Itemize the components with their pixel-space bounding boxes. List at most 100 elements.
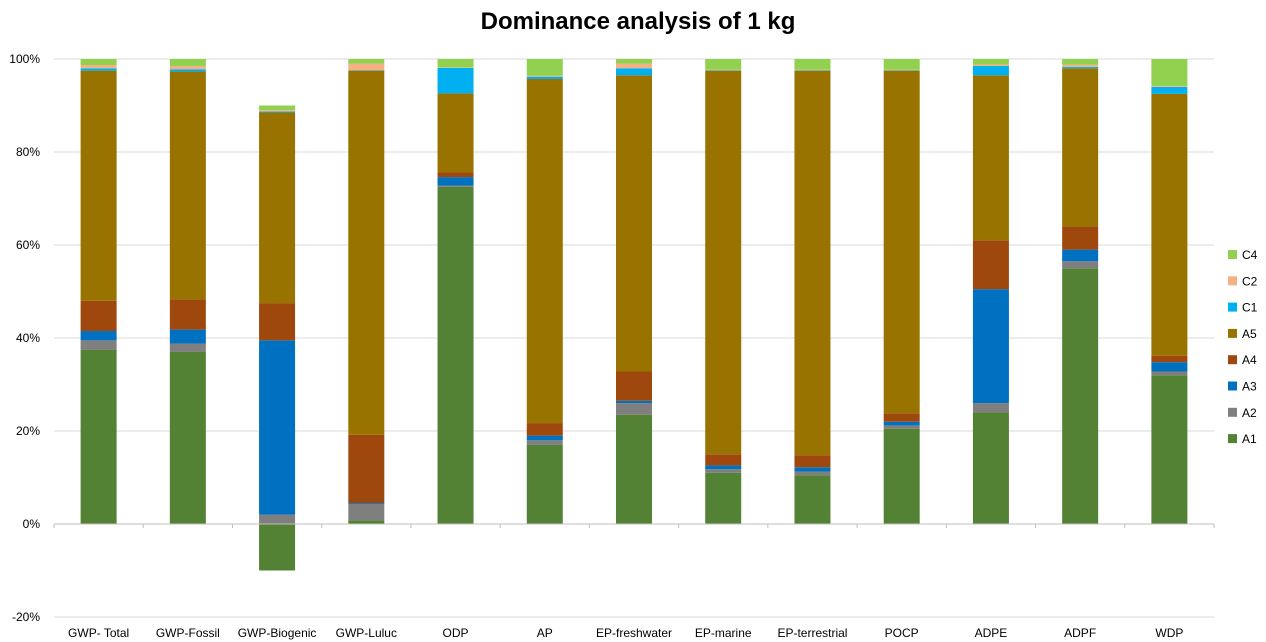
bar-segment-a5 bbox=[437, 93, 474, 173]
bar-segment-c4 bbox=[80, 59, 117, 66]
bar-segment-a3 bbox=[348, 503, 385, 505]
bar-segment-a1 bbox=[1062, 268, 1099, 524]
bar-segment-a2 bbox=[526, 440, 563, 445]
bars bbox=[80, 59, 1188, 571]
bar-segment-a5 bbox=[1151, 93, 1188, 356]
bar-segment-c1 bbox=[80, 68, 117, 71]
bar-segment-c4 bbox=[1151, 59, 1188, 86]
bar-segment-a2 bbox=[972, 403, 1009, 413]
bar-segment-c1 bbox=[437, 67, 474, 94]
bar-segment-a3 bbox=[526, 435, 563, 441]
legend: C4 C2 C1 A5 A4 A3 A2 A1 bbox=[1228, 248, 1258, 446]
bar-segment-a3 bbox=[1062, 249, 1099, 262]
x-tick-label: WDP bbox=[1155, 626, 1183, 640]
bar-segment-c4 bbox=[1062, 59, 1099, 65]
legend-label-a3: A3 bbox=[1242, 380, 1257, 394]
bar-segment-a2 bbox=[794, 471, 831, 476]
bar-segment-c2 bbox=[1151, 85, 1188, 87]
x-tick-label: EP-freshwater bbox=[596, 626, 672, 640]
x-tick-label: ADPE bbox=[975, 626, 1008, 640]
bar-segment-a1 bbox=[348, 520, 385, 524]
bar-segment-c1 bbox=[1062, 66, 1099, 69]
x-tick-label: ADPF bbox=[1064, 626, 1096, 640]
bar-segment-a4 bbox=[794, 455, 831, 468]
bar-segment-c2 bbox=[616, 63, 652, 69]
bar-segment-c2 bbox=[169, 65, 206, 70]
bar-segment-a2 bbox=[883, 425, 920, 429]
y-tick-label: 40% bbox=[16, 331, 40, 345]
bar-segment-c2 bbox=[1062, 64, 1099, 67]
bar-segment-a3 bbox=[259, 340, 296, 515]
bar-segment-a3 bbox=[972, 289, 1009, 404]
bar-segment-c2 bbox=[80, 65, 117, 69]
x-tick-label: GWP- Total bbox=[68, 626, 129, 640]
bar-segment-a1 bbox=[883, 428, 920, 524]
bar-segment-c2 bbox=[972, 64, 1009, 66]
bar-segment-c1 bbox=[1151, 86, 1188, 94]
bar-segment-a2 bbox=[169, 343, 206, 352]
x-tick-label: GWP-Biogenic bbox=[238, 626, 317, 640]
bar-segment-a3 bbox=[794, 467, 831, 472]
bar-segment-a5 bbox=[259, 112, 296, 304]
bar-segment-c4 bbox=[616, 59, 652, 64]
y-tick-label: 80% bbox=[16, 145, 40, 159]
legend-swatch-c1 bbox=[1228, 302, 1237, 312]
bar-segment-c2 bbox=[259, 110, 296, 112]
bar-segment-a1 bbox=[80, 349, 117, 524]
bar-segment-a3 bbox=[616, 400, 652, 404]
x-tick-label: AP bbox=[537, 626, 553, 640]
bar-segment-a5 bbox=[80, 70, 117, 301]
bar-segment-a1 bbox=[794, 475, 831, 524]
bar-segment-a1 bbox=[705, 472, 742, 524]
bar-segment-a5 bbox=[616, 75, 652, 372]
bar-segment-a3 bbox=[883, 421, 920, 426]
y-tick-label: 0% bbox=[23, 517, 41, 531]
legend-label-c4: C4 bbox=[1242, 248, 1258, 262]
x-tick-label: EP-marine bbox=[695, 626, 752, 640]
bar-segment-c4 bbox=[526, 59, 563, 76]
bar-segment-a1 bbox=[526, 444, 563, 524]
bar-segment-a1 bbox=[259, 524, 296, 571]
bar-segment-a4 bbox=[1151, 355, 1188, 363]
bar-segment-c4 bbox=[794, 59, 831, 70]
bar-segment-a2 bbox=[616, 403, 652, 415]
bar-segment-c4 bbox=[883, 59, 920, 70]
legend-swatch-a1 bbox=[1228, 434, 1237, 444]
legend-swatch-a4 bbox=[1228, 355, 1237, 365]
legend-label-a2: A2 bbox=[1242, 406, 1257, 420]
bar-segment-a3 bbox=[705, 465, 742, 470]
bar-segment-a4 bbox=[883, 413, 920, 422]
bar-segment-a1 bbox=[437, 186, 474, 524]
x-tick-label: POCP bbox=[885, 626, 919, 640]
y-tick-label: 100% bbox=[9, 52, 40, 66]
bar-segment-c4 bbox=[437, 59, 474, 68]
bar-segment-a5 bbox=[794, 70, 831, 456]
bar-segment-c1 bbox=[526, 76, 563, 79]
bar-segment-a1 bbox=[972, 412, 1009, 524]
legend-swatch-c2 bbox=[1228, 276, 1237, 286]
legend-label-c1: C1 bbox=[1242, 301, 1258, 315]
bar-segment-a4 bbox=[616, 371, 652, 401]
legend-label-c2: C2 bbox=[1242, 274, 1258, 288]
bar-segment-a4 bbox=[348, 434, 385, 504]
bar-segment-a2 bbox=[80, 340, 117, 350]
bar-segment-a4 bbox=[80, 300, 117, 332]
x-tick-label: EP-terrestrial bbox=[777, 626, 847, 640]
legend-swatch-a5 bbox=[1228, 328, 1237, 338]
bar-segment-a2 bbox=[1062, 261, 1099, 269]
bar-segment-a3 bbox=[1151, 362, 1188, 372]
bar-segment-c4 bbox=[972, 59, 1009, 65]
bar-segment-c1 bbox=[616, 68, 652, 76]
bar-segment-a5 bbox=[348, 70, 385, 435]
bar-segment-a5 bbox=[1062, 68, 1099, 227]
bar-segment-a2 bbox=[348, 504, 385, 521]
axes: -20% 0% 20% 40% 60% 80% 100% GWP- Total GWP-Foss… bbox=[9, 52, 1215, 640]
bar-segment-a2 bbox=[437, 185, 474, 187]
legend-swatch-c4 bbox=[1228, 250, 1237, 259]
bar-segment-c2 bbox=[348, 63, 385, 71]
bar-segment-a5 bbox=[169, 71, 206, 300]
bar-segment-a4 bbox=[437, 172, 474, 178]
bar-segment-c1 bbox=[259, 111, 296, 113]
bar-segment-c4 bbox=[348, 59, 385, 64]
